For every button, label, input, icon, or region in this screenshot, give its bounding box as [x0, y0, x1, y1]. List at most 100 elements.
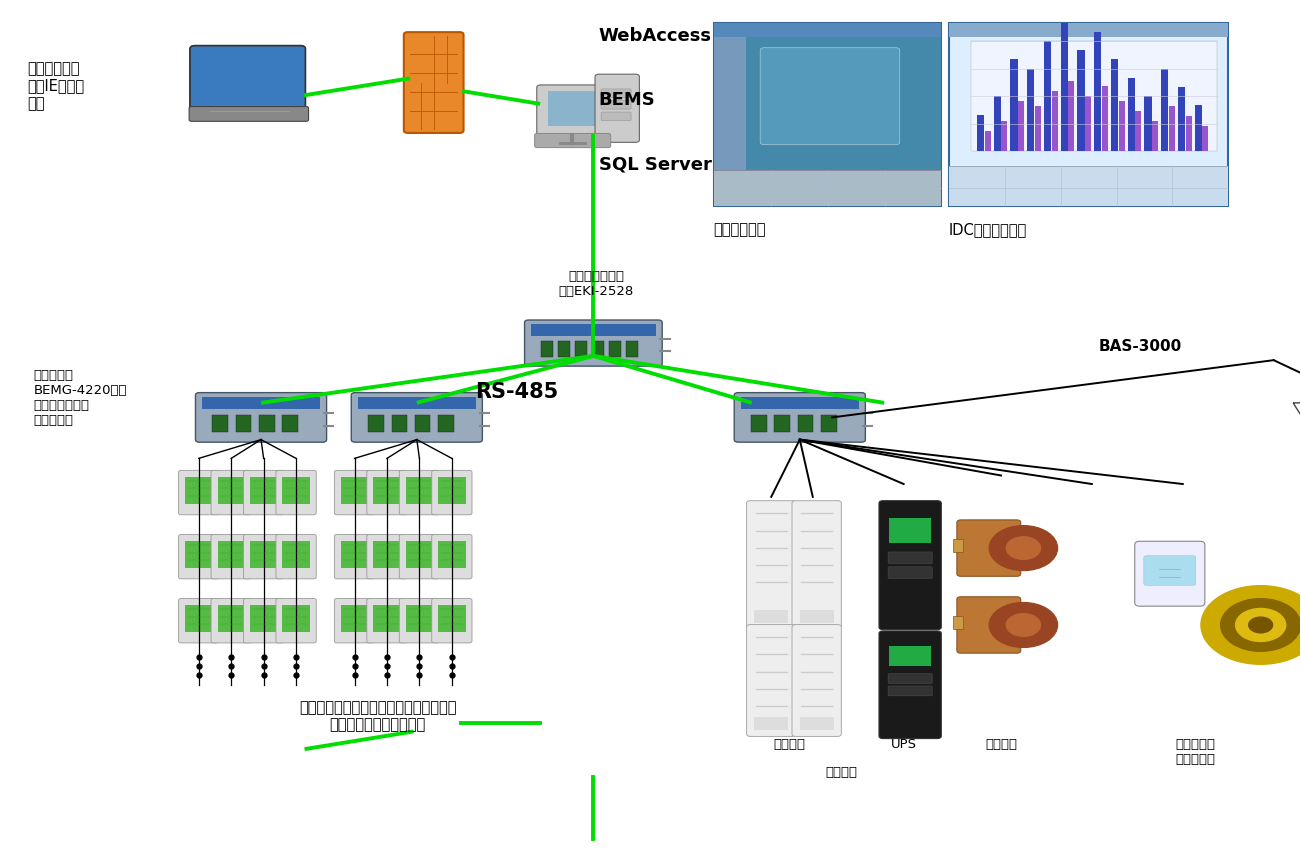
- FancyBboxPatch shape: [185, 605, 212, 632]
- FancyBboxPatch shape: [592, 341, 604, 357]
- FancyBboxPatch shape: [792, 625, 842, 736]
- FancyBboxPatch shape: [334, 598, 375, 643]
- FancyBboxPatch shape: [217, 605, 245, 632]
- FancyBboxPatch shape: [195, 393, 327, 442]
- FancyBboxPatch shape: [1202, 126, 1209, 152]
- FancyBboxPatch shape: [1019, 101, 1024, 152]
- FancyBboxPatch shape: [956, 596, 1021, 653]
- FancyBboxPatch shape: [558, 341, 570, 357]
- FancyBboxPatch shape: [178, 598, 219, 643]
- FancyBboxPatch shape: [334, 535, 375, 578]
- FancyBboxPatch shape: [954, 615, 963, 628]
- Circle shape: [1236, 608, 1285, 642]
- FancyBboxPatch shape: [235, 415, 251, 432]
- FancyBboxPatch shape: [798, 415, 813, 432]
- FancyBboxPatch shape: [1162, 69, 1168, 152]
- FancyBboxPatch shape: [399, 470, 440, 515]
- FancyBboxPatch shape: [243, 470, 284, 515]
- FancyBboxPatch shape: [1077, 51, 1085, 152]
- FancyBboxPatch shape: [1119, 101, 1124, 152]
- FancyBboxPatch shape: [734, 393, 865, 442]
- FancyBboxPatch shape: [217, 541, 245, 567]
- FancyBboxPatch shape: [1060, 23, 1068, 152]
- FancyBboxPatch shape: [358, 397, 476, 410]
- FancyBboxPatch shape: [243, 535, 284, 578]
- FancyBboxPatch shape: [800, 716, 834, 729]
- FancyBboxPatch shape: [250, 605, 277, 632]
- FancyBboxPatch shape: [714, 170, 942, 207]
- FancyBboxPatch shape: [956, 520, 1021, 576]
- FancyBboxPatch shape: [185, 541, 212, 567]
- Circle shape: [989, 525, 1058, 571]
- FancyBboxPatch shape: [541, 341, 553, 357]
- FancyBboxPatch shape: [1011, 59, 1017, 152]
- FancyBboxPatch shape: [972, 41, 1216, 152]
- FancyBboxPatch shape: [751, 415, 766, 432]
- Text: 状态监测: 状态监测: [825, 766, 857, 779]
- FancyBboxPatch shape: [259, 415, 275, 432]
- FancyBboxPatch shape: [1136, 111, 1141, 152]
- FancyBboxPatch shape: [282, 477, 310, 504]
- FancyBboxPatch shape: [190, 45, 306, 111]
- FancyBboxPatch shape: [537, 85, 611, 138]
- FancyBboxPatch shape: [977, 115, 984, 152]
- FancyBboxPatch shape: [1185, 116, 1192, 152]
- FancyBboxPatch shape: [185, 477, 212, 504]
- FancyBboxPatch shape: [1194, 105, 1202, 152]
- FancyBboxPatch shape: [438, 605, 466, 632]
- FancyBboxPatch shape: [890, 518, 932, 542]
- FancyBboxPatch shape: [282, 605, 310, 632]
- FancyBboxPatch shape: [341, 605, 368, 632]
- FancyBboxPatch shape: [1068, 81, 1075, 152]
- Circle shape: [989, 602, 1058, 648]
- FancyBboxPatch shape: [1085, 96, 1092, 152]
- Text: 数据采集器
BEMG-4220，含
数据上传软件支
持断点续传: 数据采集器 BEMG-4220，含 数据上传软件支 持断点续传: [34, 369, 127, 427]
- FancyBboxPatch shape: [745, 38, 942, 170]
- FancyBboxPatch shape: [821, 415, 837, 432]
- Text: RS-485: RS-485: [475, 381, 558, 402]
- FancyBboxPatch shape: [438, 415, 454, 432]
- FancyBboxPatch shape: [178, 535, 219, 578]
- FancyBboxPatch shape: [368, 415, 384, 432]
- FancyBboxPatch shape: [217, 477, 245, 504]
- FancyBboxPatch shape: [276, 470, 316, 515]
- FancyBboxPatch shape: [276, 535, 316, 578]
- FancyBboxPatch shape: [1145, 96, 1151, 152]
- FancyBboxPatch shape: [373, 605, 401, 632]
- FancyBboxPatch shape: [1028, 69, 1034, 152]
- FancyBboxPatch shape: [714, 23, 942, 207]
- FancyBboxPatch shape: [889, 552, 933, 564]
- FancyBboxPatch shape: [950, 23, 1228, 38]
- FancyBboxPatch shape: [403, 33, 463, 133]
- Circle shape: [1201, 585, 1301, 664]
- FancyBboxPatch shape: [438, 477, 466, 504]
- Text: 环境温湿度
漏水检测等: 环境温湿度 漏水检测等: [1176, 738, 1215, 765]
- FancyBboxPatch shape: [950, 166, 1228, 207]
- Text: 精密空调: 精密空调: [773, 738, 805, 751]
- Text: IDC机房能耗分析: IDC机房能耗分析: [950, 222, 1028, 237]
- FancyBboxPatch shape: [212, 415, 228, 432]
- FancyBboxPatch shape: [438, 541, 466, 567]
- FancyBboxPatch shape: [406, 541, 433, 567]
- Circle shape: [1249, 617, 1272, 632]
- FancyBboxPatch shape: [601, 89, 631, 98]
- FancyBboxPatch shape: [282, 415, 298, 432]
- FancyBboxPatch shape: [889, 674, 933, 684]
- FancyBboxPatch shape: [276, 598, 316, 643]
- FancyBboxPatch shape: [367, 470, 407, 515]
- FancyBboxPatch shape: [609, 341, 621, 357]
- FancyBboxPatch shape: [1043, 41, 1051, 152]
- FancyBboxPatch shape: [575, 341, 587, 357]
- FancyBboxPatch shape: [432, 598, 472, 643]
- FancyBboxPatch shape: [747, 500, 796, 630]
- FancyBboxPatch shape: [178, 470, 219, 515]
- FancyBboxPatch shape: [1102, 86, 1107, 152]
- Text: 冷水机组: 冷水机组: [985, 738, 1017, 751]
- FancyBboxPatch shape: [595, 75, 639, 142]
- FancyBboxPatch shape: [1134, 542, 1205, 606]
- FancyBboxPatch shape: [250, 541, 277, 567]
- FancyBboxPatch shape: [373, 541, 401, 567]
- FancyBboxPatch shape: [890, 646, 932, 666]
- Text: 设备状态监测: 设备状态监测: [713, 222, 765, 237]
- Text: BEMS: BEMS: [598, 91, 656, 109]
